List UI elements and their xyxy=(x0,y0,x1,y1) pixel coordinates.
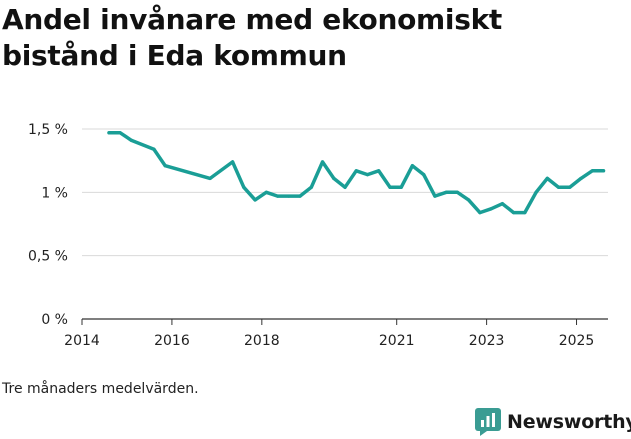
grid-lines xyxy=(82,128,608,320)
data-point xyxy=(242,185,246,189)
x-tick-label: 2021 xyxy=(379,333,415,349)
data-point xyxy=(467,198,471,202)
y-tick-label: 1 % xyxy=(41,185,68,201)
data-point xyxy=(231,160,235,164)
data-point xyxy=(118,131,122,135)
x-tick-label: 2025 xyxy=(559,333,595,349)
data-point xyxy=(354,169,358,173)
data-point xyxy=(489,207,493,211)
data-point xyxy=(444,190,448,194)
brand-logo[interactable]: Newsworthy xyxy=(475,408,631,436)
data-point xyxy=(152,147,156,151)
data-point xyxy=(556,185,561,189)
data-point xyxy=(422,173,426,177)
y-tick-label: 1,5 % xyxy=(28,122,68,138)
data-point xyxy=(163,164,167,168)
data-point xyxy=(107,131,111,135)
data-point xyxy=(208,176,212,180)
data-point xyxy=(332,176,336,180)
data-point xyxy=(568,185,572,189)
x-tick-label: 2016 xyxy=(154,333,190,349)
data-point xyxy=(534,190,538,194)
data-point xyxy=(590,169,594,173)
y-axis-ticks: 0 % 0,5 % 1 % 1,5 % xyxy=(28,122,68,328)
data-point xyxy=(275,194,280,198)
data-point xyxy=(410,164,415,168)
data-point xyxy=(287,194,291,198)
data-point xyxy=(309,185,313,189)
data-point xyxy=(545,176,549,180)
y-tick-label: 0 % xyxy=(41,312,68,328)
data-point xyxy=(388,185,392,189)
data-point xyxy=(433,194,437,198)
data-point xyxy=(399,185,403,189)
series-group xyxy=(107,131,606,215)
brand-name: Newsworthy xyxy=(507,411,631,433)
x-axis-ticks: 2014 2016 2018 2021 2023 2025 xyxy=(64,319,594,349)
data-point xyxy=(523,211,527,215)
data-point xyxy=(253,198,257,202)
data-point xyxy=(579,176,583,180)
data-point xyxy=(377,169,381,173)
chart-title: Andel invånare med ekonomiskt bistånd i … xyxy=(2,3,503,72)
data-point xyxy=(478,211,482,215)
line-chart: 0 % 0,5 % 1 % 1,5 % 2014 2016 2018 2021 2023 202… xyxy=(28,122,608,349)
y-tick-label: 0,5 % xyxy=(28,249,68,265)
series-line xyxy=(107,131,606,215)
x-tick-label: 2014 xyxy=(64,333,100,349)
data-point xyxy=(500,202,504,206)
data-point xyxy=(365,173,370,177)
x-tick-label: 2018 xyxy=(244,333,280,349)
newsworthy-logo-icon xyxy=(475,408,501,436)
x-tick-label: 2023 xyxy=(469,333,505,349)
data-point xyxy=(264,190,268,194)
data-point xyxy=(343,185,347,189)
data-point xyxy=(129,138,134,142)
chart-caption: Tre månaders medelvärden. xyxy=(2,381,199,397)
data-point xyxy=(601,169,606,173)
data-point xyxy=(298,194,302,198)
data-point xyxy=(320,160,325,164)
data-point xyxy=(455,190,459,194)
data-point xyxy=(511,211,516,215)
